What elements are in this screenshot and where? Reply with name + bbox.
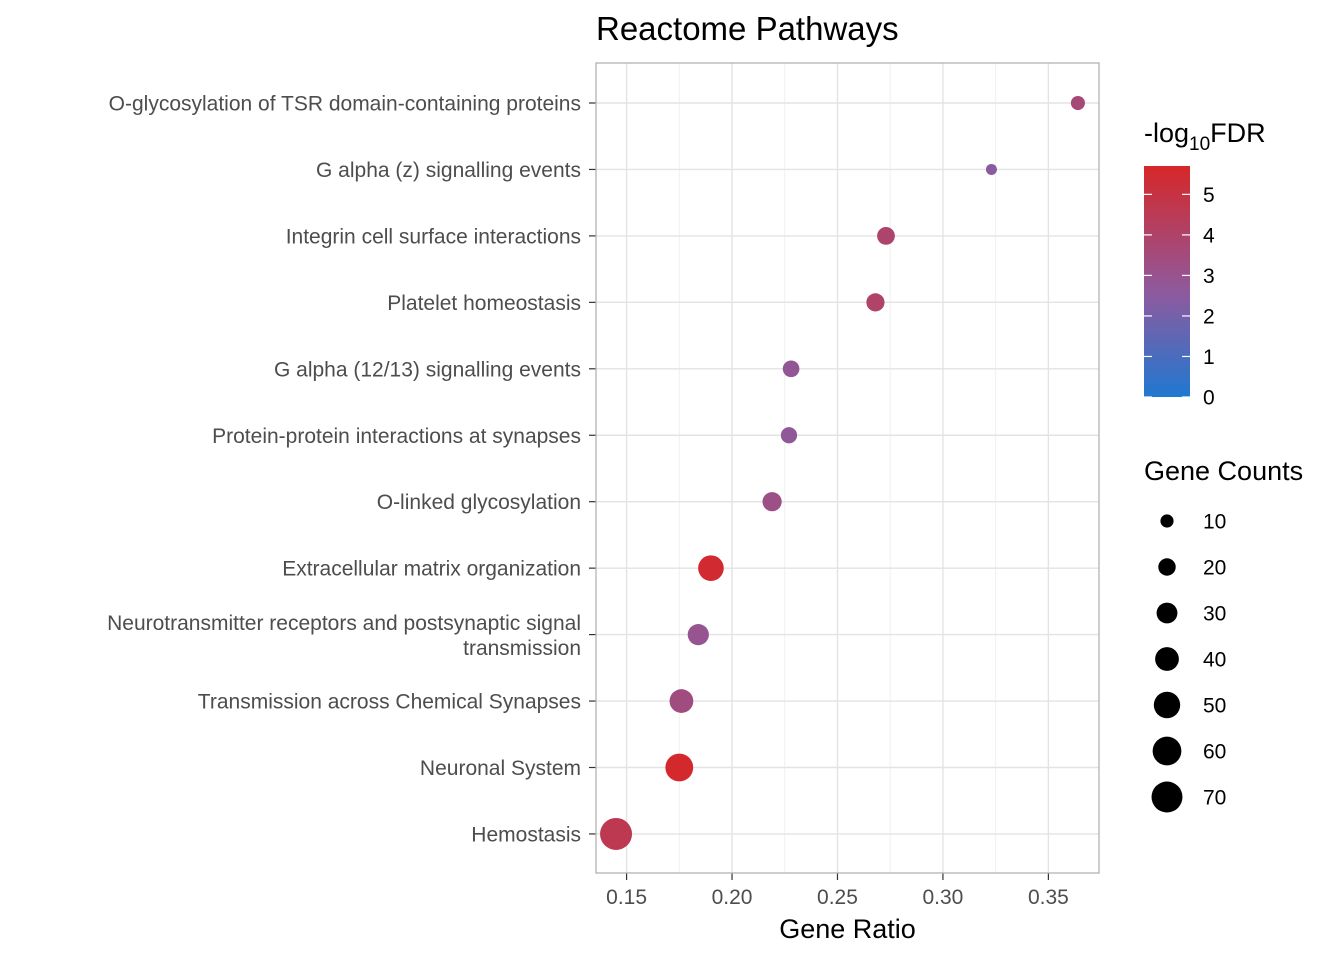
size-legend-dot bbox=[1152, 736, 1182, 766]
data-point bbox=[687, 624, 709, 646]
data-point bbox=[782, 360, 800, 378]
data-point bbox=[600, 817, 633, 850]
y-axis-labels: O-glycosylation of TSR domain-containing… bbox=[107, 93, 581, 847]
x-tick-label: 0.20 bbox=[712, 886, 753, 909]
size-legend-label: 50 bbox=[1203, 695, 1226, 718]
y-tick-label-line: Neurotransmitter receptors and postsynap… bbox=[107, 612, 581, 635]
size-legend-dot bbox=[1153, 691, 1181, 719]
color-legend-title-sub: 10 bbox=[1189, 134, 1210, 155]
y-tick-label: O-glycosylation of TSR domain-containing… bbox=[109, 93, 581, 116]
size-legend-label: 60 bbox=[1203, 741, 1226, 764]
size-legend-label: 70 bbox=[1203, 787, 1226, 810]
color-legend-label: 5 bbox=[1203, 184, 1215, 207]
color-legend-label: 0 bbox=[1203, 387, 1215, 410]
size-legend-label: 40 bbox=[1203, 649, 1226, 672]
size-legend-label: 20 bbox=[1203, 557, 1226, 580]
data-point bbox=[1070, 95, 1085, 111]
y-tick-label: Transmission across Chemical Synapses bbox=[198, 691, 581, 714]
x-tick-label: 0.25 bbox=[817, 886, 858, 909]
y-tick-label-line: transmission bbox=[463, 637, 581, 660]
color-legend-title: -log10FDR bbox=[1144, 118, 1266, 155]
size-legend-label: 30 bbox=[1203, 603, 1226, 626]
data-point bbox=[985, 163, 997, 175]
y-tick-label: O-linked glycosylation bbox=[377, 491, 581, 514]
y-tick-label: Extracellular matrix organization bbox=[282, 558, 581, 581]
color-legend-ticks: 0 1 2 3 4 5 bbox=[1144, 184, 1215, 410]
color-legend-label: 2 bbox=[1203, 305, 1215, 328]
size-legend-dot bbox=[1156, 602, 1178, 624]
axis-ticks bbox=[589, 102, 1049, 880]
x-tick-label: 0.15 bbox=[606, 886, 647, 909]
y-tick-label: Integrin cell surface interactions bbox=[286, 225, 581, 248]
y-tick-label: Neurotransmitter receptors and postsynap… bbox=[107, 612, 581, 660]
data-point bbox=[665, 753, 694, 782]
x-axis-labels: 0.15 0.20 0.25 0.30 0.35 bbox=[606, 886, 1069, 909]
y-tick-label: Hemostasis bbox=[471, 823, 581, 846]
size-legend-items: 10 20 30 40 50 60 70 bbox=[1151, 511, 1226, 813]
size-legend-dot bbox=[1151, 781, 1183, 813]
data-point bbox=[866, 293, 885, 312]
color-legend-label: 4 bbox=[1203, 224, 1215, 247]
y-tick-label: Neuronal System bbox=[420, 757, 581, 780]
y-tick-label: Platelet homeostasis bbox=[387, 292, 581, 315]
size-legend-dot bbox=[1158, 558, 1176, 576]
x-tick-label: 0.35 bbox=[1028, 886, 1069, 909]
y-tick-label: G alpha (12/13) signalling events bbox=[274, 358, 581, 381]
color-legend-bar bbox=[1144, 166, 1190, 397]
color-legend-label: 3 bbox=[1203, 265, 1215, 288]
data-point bbox=[877, 226, 895, 245]
size-legend-title: Gene Counts bbox=[1144, 456, 1303, 486]
size-legend-dot bbox=[1155, 647, 1179, 671]
plot-panel bbox=[596, 63, 1099, 873]
grid-lines bbox=[596, 63, 1099, 873]
panel-border bbox=[595, 62, 1100, 874]
data-points bbox=[600, 95, 1085, 850]
y-tick-label: G alpha (z) signalling events bbox=[316, 159, 581, 182]
data-point bbox=[762, 492, 782, 512]
size-legend-dot bbox=[1160, 514, 1174, 528]
color-legend: -log10FDR 0 1 2 3 4 5 bbox=[1144, 118, 1266, 410]
size-legend-label: 10 bbox=[1203, 511, 1226, 534]
size-legend: Gene Counts 10 20 30 40 50 60 70 bbox=[1144, 456, 1303, 813]
data-point bbox=[669, 689, 694, 713]
color-legend-title-suffix: FDR bbox=[1210, 118, 1266, 148]
x-axis-title: Gene Ratio bbox=[779, 914, 916, 944]
chart-title: Reactome Pathways bbox=[596, 10, 899, 47]
x-tick-label: 0.30 bbox=[922, 886, 963, 909]
color-legend-label: 1 bbox=[1203, 346, 1215, 369]
data-point bbox=[780, 427, 798, 444]
color-legend-title-prefix: -log bbox=[1144, 118, 1189, 148]
y-tick-label: Protein-protein interactions at synapses bbox=[212, 425, 581, 448]
data-point bbox=[698, 555, 724, 581]
